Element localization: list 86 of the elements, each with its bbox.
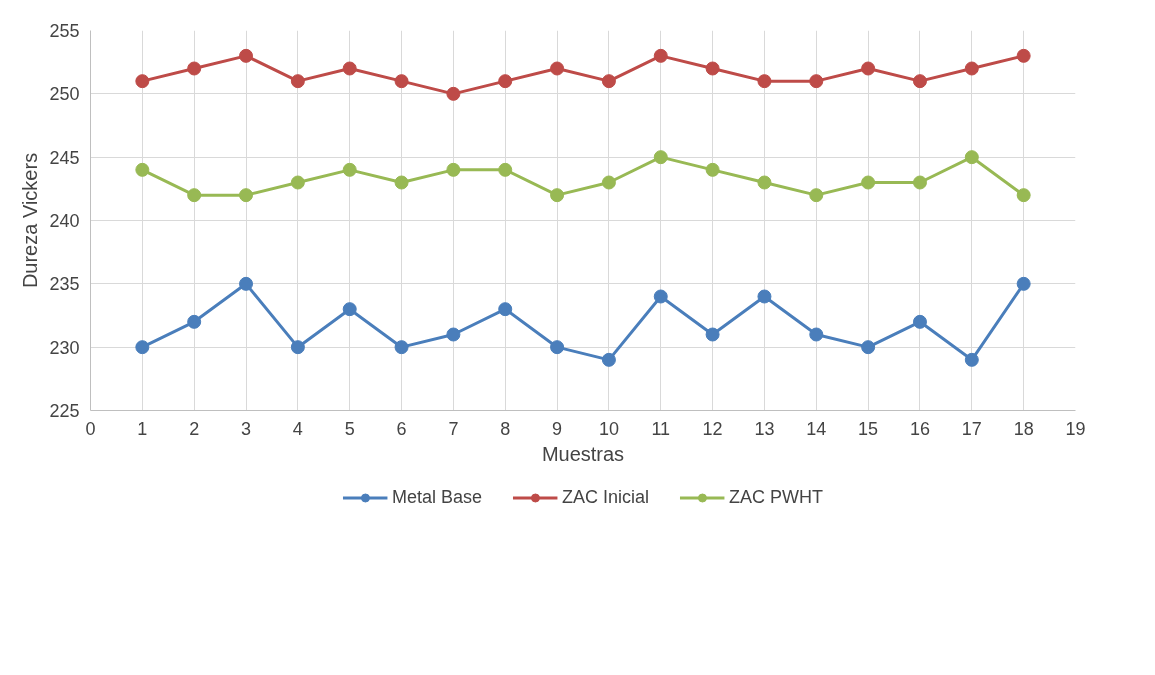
x-tick-label: 5 xyxy=(344,418,355,439)
point xyxy=(912,175,927,190)
point xyxy=(550,188,565,203)
x-tick-label: 3 xyxy=(241,418,252,439)
point xyxy=(705,162,720,177)
point xyxy=(239,48,254,63)
y-tick-label: 255 xyxy=(49,21,80,41)
point xyxy=(394,340,409,355)
point xyxy=(394,74,409,89)
point xyxy=(964,61,979,76)
y-tick-label: 225 xyxy=(49,401,80,421)
x-tick-label: 16 xyxy=(909,418,930,439)
point xyxy=(705,61,720,76)
x-tick-label: 14 xyxy=(806,418,827,439)
point xyxy=(757,289,772,304)
x-axis-title: Muestras xyxy=(541,442,625,465)
point xyxy=(601,74,616,89)
point xyxy=(290,175,305,190)
point xyxy=(705,327,720,342)
point xyxy=(187,314,202,329)
x-tick-label: 0 xyxy=(85,418,96,439)
point xyxy=(1016,188,1031,203)
point xyxy=(601,352,616,367)
point xyxy=(498,162,513,177)
point xyxy=(550,340,565,355)
point xyxy=(135,74,150,89)
point xyxy=(290,340,305,355)
x-tick-label: 1 xyxy=(137,418,148,439)
point xyxy=(653,289,668,304)
point xyxy=(239,276,254,291)
point xyxy=(290,74,305,89)
x-tick-label: 19 xyxy=(1065,418,1086,439)
y-tick-label: 240 xyxy=(49,211,80,231)
point xyxy=(861,61,876,76)
point xyxy=(446,162,461,177)
y-tick-label: 230 xyxy=(49,337,80,358)
point xyxy=(498,302,513,317)
x-tick-label: 2 xyxy=(189,418,200,439)
point xyxy=(809,74,824,89)
point xyxy=(757,74,772,89)
point xyxy=(912,74,927,89)
point xyxy=(809,188,824,203)
point xyxy=(861,340,876,355)
point xyxy=(342,61,357,76)
y-axis-title: Dureza Vickers xyxy=(19,152,42,289)
x-tick-label: 11 xyxy=(651,418,671,439)
point xyxy=(498,74,513,89)
point xyxy=(653,48,668,63)
x-tick-label: 17 xyxy=(961,418,982,439)
point xyxy=(653,150,668,165)
point xyxy=(964,150,979,165)
x-tick-label: 10 xyxy=(598,418,619,439)
y-tick-label: 235 xyxy=(49,274,80,295)
x-tick-label: 7 xyxy=(448,418,459,439)
point xyxy=(1016,48,1031,63)
legend-label: Metal Base xyxy=(391,486,483,508)
x-tick-label: 12 xyxy=(702,418,723,439)
point xyxy=(135,162,150,177)
point xyxy=(601,175,616,190)
point xyxy=(135,340,150,355)
point xyxy=(757,175,772,190)
point xyxy=(342,302,357,317)
x-tick-label: 8 xyxy=(500,418,511,439)
x-tick-label: 6 xyxy=(396,418,407,439)
point xyxy=(964,352,979,367)
x-tick-label: 13 xyxy=(754,418,775,439)
y-tick-label: 250 xyxy=(49,84,80,105)
point xyxy=(912,314,927,329)
point xyxy=(187,61,202,76)
x-tick-label: 18 xyxy=(1013,418,1034,439)
point xyxy=(1016,276,1031,291)
x-tick-label: 9 xyxy=(552,418,563,439)
point xyxy=(809,327,824,342)
legend-label: ZAC Inicial xyxy=(562,486,650,508)
point xyxy=(342,162,357,177)
y-tick-label: 245 xyxy=(49,147,80,168)
point xyxy=(446,327,461,342)
point xyxy=(446,86,461,101)
x-tick-label: 15 xyxy=(858,418,879,439)
point xyxy=(239,188,254,203)
point xyxy=(550,61,565,76)
legend-label: ZAC PWHT xyxy=(729,486,824,508)
x-tick-label: 4 xyxy=(292,418,303,439)
point xyxy=(394,175,409,190)
point xyxy=(187,188,202,203)
point xyxy=(861,175,876,190)
